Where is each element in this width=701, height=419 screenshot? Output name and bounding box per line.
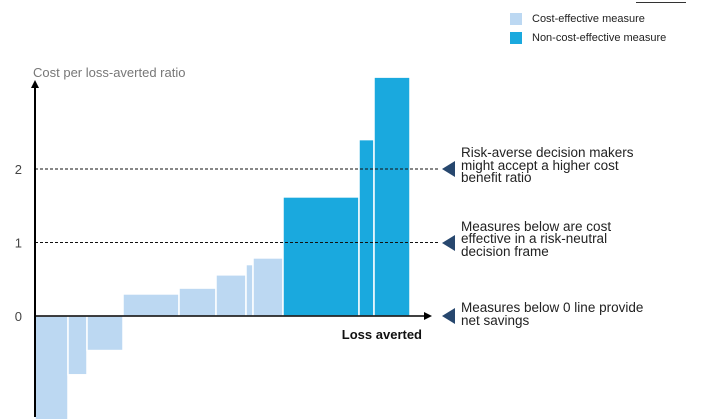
bar-3 bbox=[86, 315, 124, 352]
bar-11 bbox=[373, 76, 411, 317]
pointer-arrow-icon bbox=[442, 161, 455, 177]
x-axis-label: Loss averted bbox=[342, 327, 422, 342]
legend-item-cost-effective: Cost-effective measure bbox=[510, 9, 666, 28]
bar-5 bbox=[178, 287, 217, 317]
top-rule bbox=[636, 2, 686, 3]
legend-swatch-non-cost-effective bbox=[510, 31, 522, 44]
bar-2 bbox=[67, 315, 88, 376]
y-axis-arrow-icon bbox=[31, 80, 39, 88]
bar-1 bbox=[34, 315, 69, 419]
x-axis-arrow-icon bbox=[424, 312, 432, 320]
legend-label: Cost-effective measure bbox=[532, 12, 645, 25]
y-axis-label: Cost per loss-averted ratio bbox=[33, 65, 185, 80]
legend: Cost-effective measure Non-cost-effectiv… bbox=[510, 9, 666, 47]
legend-swatch-cost-effective bbox=[510, 12, 522, 25]
bar-9 bbox=[282, 196, 360, 317]
y-tick-label: 0 bbox=[15, 309, 22, 324]
y-tick-label: 2 bbox=[15, 162, 22, 177]
bar-10 bbox=[358, 138, 375, 317]
pointer-arrow-icon bbox=[442, 308, 455, 324]
reference-lines bbox=[35, 168, 440, 243]
bar-6 bbox=[215, 274, 247, 317]
bar-4 bbox=[122, 293, 180, 317]
bar-7 bbox=[245, 263, 254, 317]
pointer-arrow-icon bbox=[442, 234, 455, 251]
annotation-text: Measures below are cost effective in a r… bbox=[461, 218, 612, 259]
annotation-text: Measures below 0 line provide net saving… bbox=[461, 300, 644, 328]
y-tick-labels: 2 1 0 bbox=[15, 162, 22, 324]
y-tick-label: 1 bbox=[15, 236, 22, 251]
annotation-text: Risk-averse decision makers might accept… bbox=[461, 145, 634, 185]
bars-group bbox=[34, 76, 411, 419]
bar-8 bbox=[252, 257, 284, 317]
legend-label: Non-cost-effective measure bbox=[532, 31, 667, 44]
axes bbox=[31, 80, 432, 417]
legend-item-non-cost-effective: Non-cost-effective measure bbox=[510, 28, 666, 47]
